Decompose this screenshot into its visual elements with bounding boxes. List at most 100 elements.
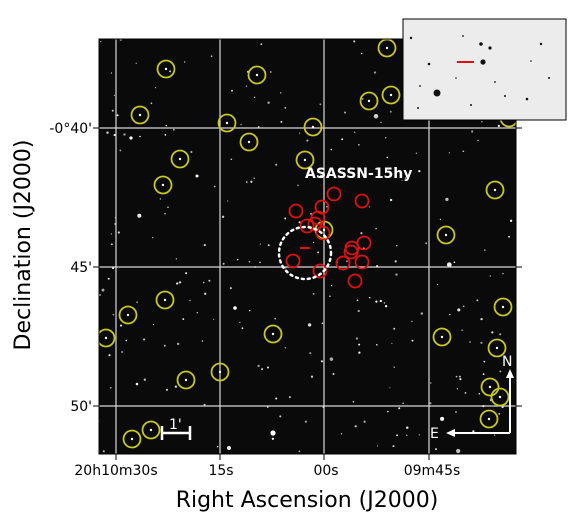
star [406, 434, 408, 437]
star [455, 410, 457, 413]
star [164, 134, 167, 136]
circled-star [126, 313, 130, 317]
star [456, 448, 461, 454]
star [330, 148, 333, 151]
inset-star [479, 42, 483, 46]
star [107, 277, 110, 280]
star [174, 385, 178, 388]
yellow-circle [153, 175, 173, 195]
star [393, 366, 395, 368]
star [471, 130, 474, 133]
star [329, 357, 334, 361]
circled-star [225, 121, 229, 125]
yellow-circle [480, 377, 500, 397]
star [108, 354, 111, 357]
star [376, 445, 379, 447]
star [304, 420, 308, 423]
star [284, 217, 287, 220]
star [317, 251, 320, 254]
star [213, 318, 215, 320]
star [464, 392, 467, 394]
star [280, 120, 283, 123]
star [357, 309, 360, 313]
bright-star [129, 136, 133, 140]
circled-star [184, 378, 188, 382]
star [480, 341, 483, 344]
yellow-circle-markers [99, 39, 516, 449]
circled-star [444, 233, 448, 237]
star [221, 215, 225, 218]
star [329, 295, 331, 298]
star [113, 134, 116, 137]
star [509, 219, 513, 222]
star [222, 262, 225, 265]
inset-star [488, 46, 492, 50]
inset-star [548, 77, 550, 79]
star [245, 181, 248, 183]
star [216, 445, 219, 448]
star [341, 138, 344, 141]
red-circle [343, 244, 359, 260]
star [227, 200, 229, 202]
y-tick-label-3: 50' [70, 399, 92, 415]
star [420, 312, 424, 315]
star [201, 340, 204, 342]
star [368, 206, 371, 208]
star [189, 299, 191, 302]
star [384, 137, 387, 139]
yellow-circle [490, 387, 510, 407]
star [340, 433, 343, 435]
target-label: ASASSN-15hy [305, 166, 412, 182]
y-tick-label-1: -0°40' [49, 121, 92, 137]
circled-star [138, 113, 142, 117]
yellow-circle [493, 297, 513, 317]
yellow-circle [436, 225, 456, 245]
star [112, 313, 115, 316]
star [101, 288, 105, 292]
star [248, 260, 251, 263]
star [354, 425, 357, 428]
scale-bar: 1' [160, 417, 192, 440]
compass-north-label: N [502, 354, 512, 370]
star [203, 244, 206, 247]
star [298, 450, 301, 453]
y-tick-label-2: 45' [70, 260, 92, 276]
inset-star [504, 95, 506, 97]
star [445, 197, 449, 202]
star [425, 242, 428, 245]
star [404, 177, 407, 179]
star [208, 279, 211, 282]
star [307, 323, 312, 327]
star [391, 342, 393, 345]
star [202, 281, 205, 284]
star [491, 331, 494, 334]
inset-star [480, 59, 486, 65]
star [159, 198, 162, 200]
star [175, 258, 177, 260]
star [326, 205, 328, 208]
star [386, 156, 389, 159]
yellow-circle [381, 85, 401, 105]
star [113, 94, 116, 97]
star [320, 360, 323, 363]
star [279, 415, 282, 418]
circled-star [130, 437, 134, 441]
inset-star [427, 62, 431, 66]
star [164, 212, 166, 215]
red-circle [307, 216, 323, 232]
circled-star [488, 385, 492, 389]
red-circle [315, 225, 331, 241]
star [498, 412, 501, 415]
x-axis-title: Right Ascension (J2000) [176, 488, 439, 513]
star [196, 312, 198, 314]
star [110, 387, 112, 389]
star [462, 150, 465, 153]
star [231, 89, 233, 92]
star [461, 329, 463, 331]
star [119, 149, 122, 152]
star [227, 446, 231, 450]
star [456, 388, 459, 390]
yellow-circle [487, 338, 507, 358]
star [266, 406, 269, 408]
star [284, 347, 287, 349]
